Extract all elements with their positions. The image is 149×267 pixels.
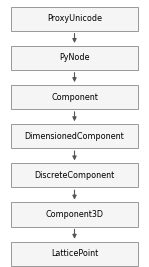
Text: PyNode: PyNode	[59, 53, 90, 62]
FancyBboxPatch shape	[11, 85, 138, 109]
FancyBboxPatch shape	[11, 46, 138, 70]
FancyBboxPatch shape	[11, 242, 138, 266]
FancyBboxPatch shape	[11, 124, 138, 148]
Text: DimensionedComponent: DimensionedComponent	[25, 132, 124, 141]
FancyBboxPatch shape	[11, 202, 138, 226]
FancyBboxPatch shape	[11, 163, 138, 187]
FancyBboxPatch shape	[11, 7, 138, 31]
Text: LatticePoint: LatticePoint	[51, 249, 98, 258]
Text: Component: Component	[51, 92, 98, 101]
Text: DiscreteComponent: DiscreteComponent	[34, 171, 115, 180]
Text: Component3D: Component3D	[45, 210, 104, 219]
Text: ProxyUnicode: ProxyUnicode	[47, 14, 102, 23]
